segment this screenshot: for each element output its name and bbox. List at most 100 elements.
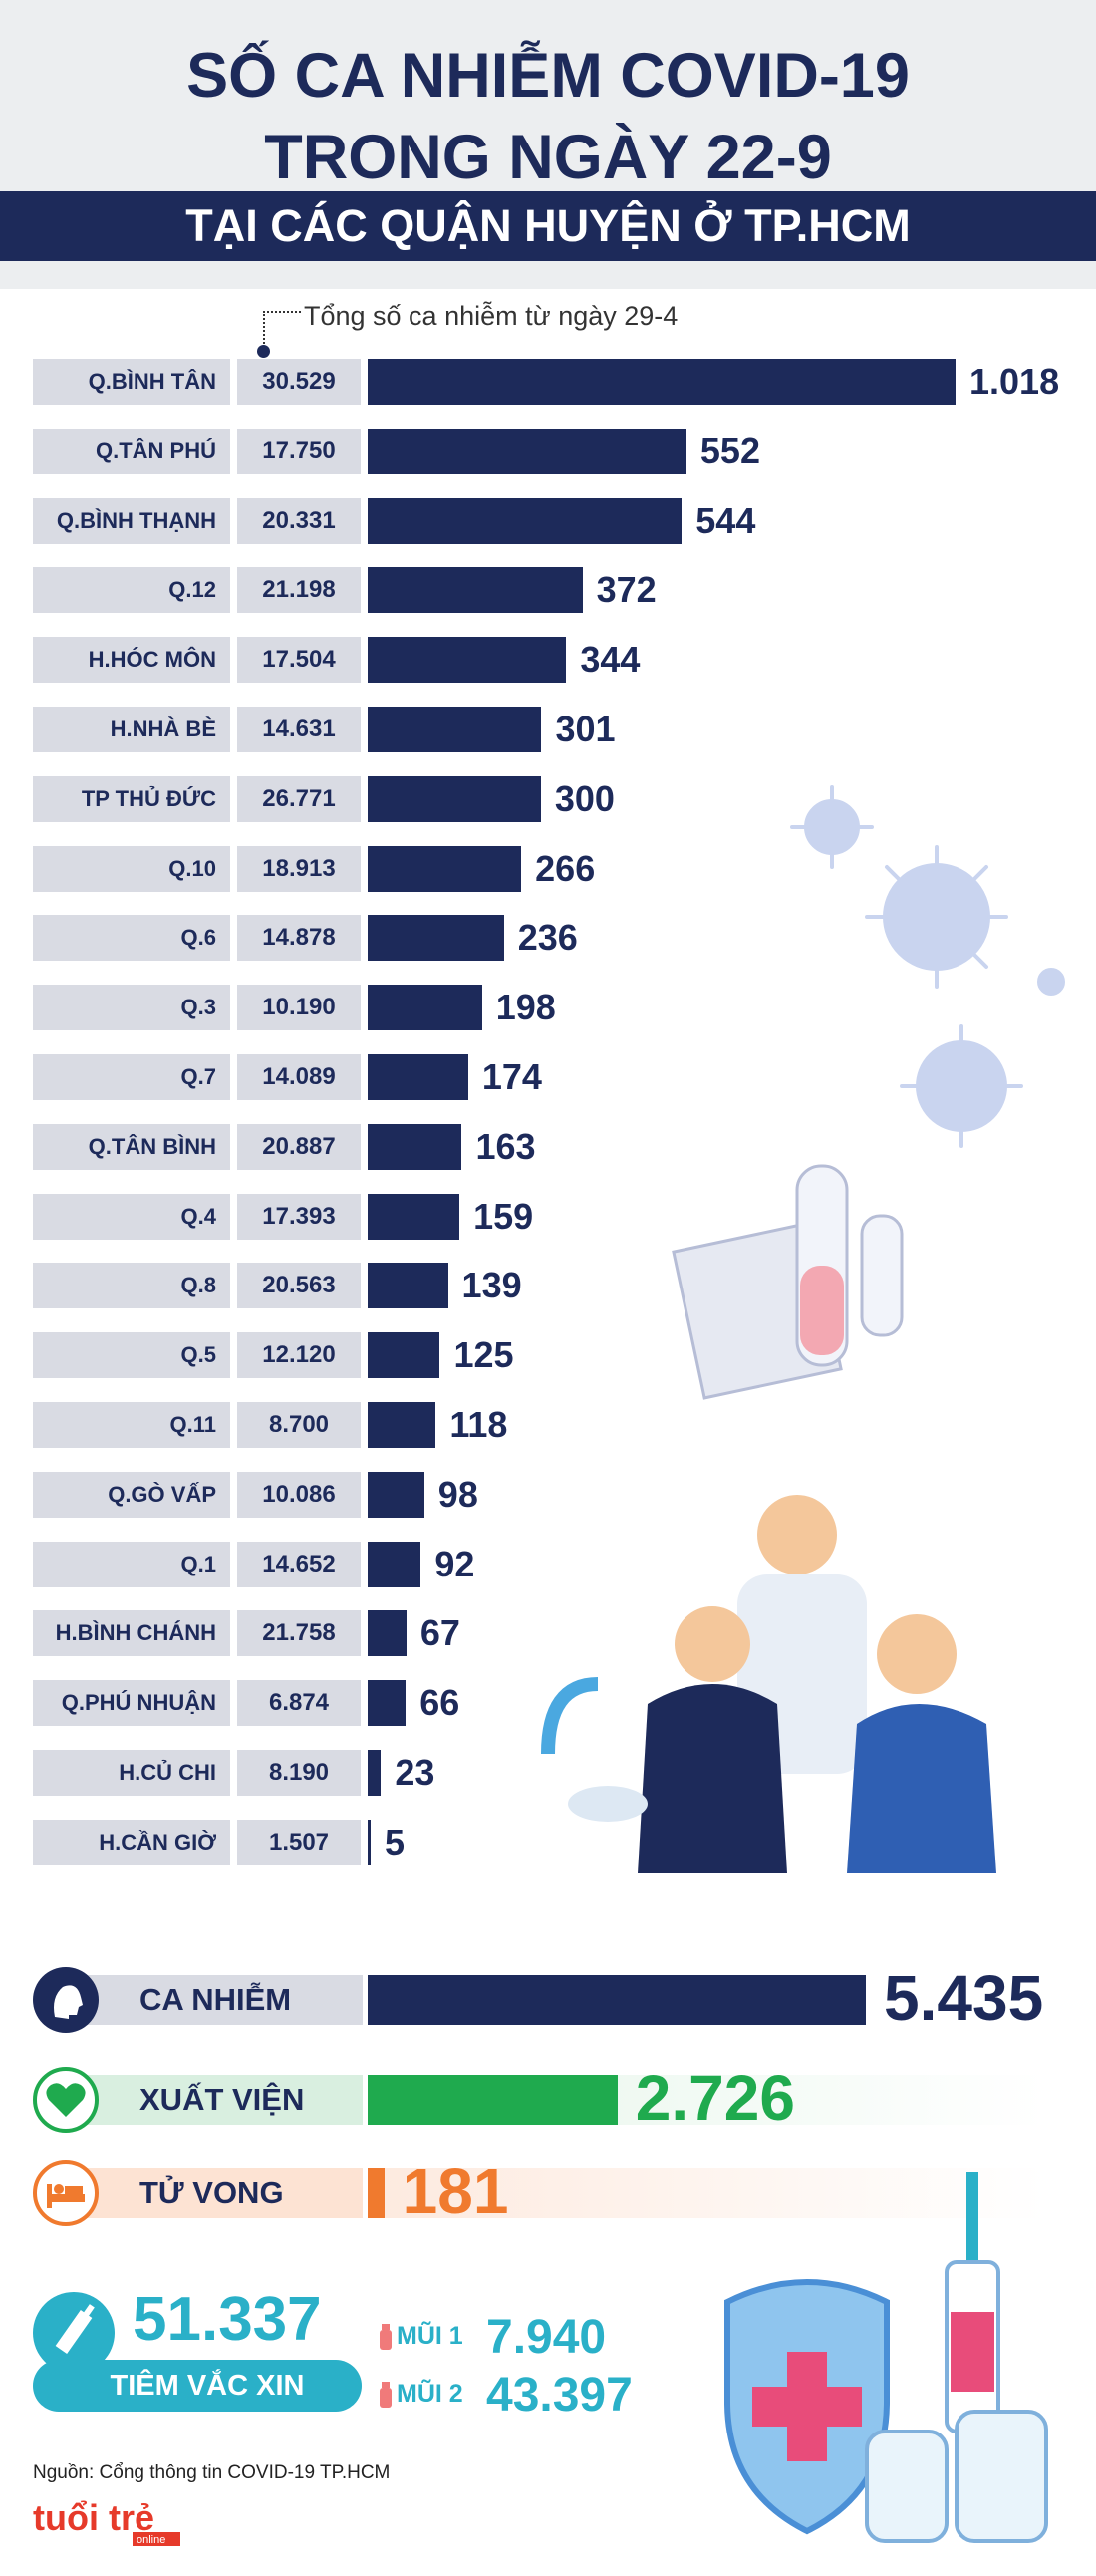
district-name: H.NHÀ BÈ (33, 707, 230, 752)
district-bar (368, 1541, 421, 1587)
district-name: H.BÌNH CHÁNH (33, 1610, 230, 1657)
district-row: Q.12 21.198 372 (0, 567, 1096, 614)
district-row: H.HÓC MÔN 17.504 344 (0, 637, 1096, 684)
district-bar (368, 1819, 371, 1865)
summary-deaths-row: TỬ VONG 181 (0, 2155, 1096, 2227)
district-value-label: 23 (395, 1752, 435, 1793)
district-total: 14.878 (237, 915, 361, 962)
summary-discharged-value: 2.726 (635, 2062, 795, 2134)
dose2-row: MŨI 2 43.397 (377, 2368, 676, 2424)
district-total: 17.393 (237, 1193, 361, 1240)
district-value-label: 125 (453, 1334, 514, 1376)
district-value-label: 301 (555, 709, 616, 749)
district-bar (368, 1263, 448, 1309)
district-value-label: 174 (481, 1056, 542, 1097)
district-row: H.CẦN GIỜ 1.507 5 (0, 1819, 1096, 1865)
district-name: Q.1 (33, 1541, 230, 1587)
district-row: Q.PHÚ NHUẬN 6.874 66 (0, 1680, 1096, 1727)
district-name: Q.8 (33, 1263, 230, 1309)
summary-infected-bar (368, 1975, 866, 2025)
district-bar (368, 1471, 424, 1518)
legend-leader-line (263, 311, 301, 351)
district-row: Q.3 10.190 198 (0, 985, 1096, 1031)
summary-infected-label: CA NHIỄM (84, 1975, 363, 2025)
district-bar (368, 1402, 436, 1448)
dose2-label: MŨI 2 (397, 2380, 463, 2408)
district-name: Q.3 (33, 985, 230, 1031)
summary-infected-value: 5.435 (884, 1962, 1044, 2034)
district-row: Q.4 17.393 159 (0, 1193, 1096, 1240)
district-bar (368, 1750, 382, 1796)
district-value-label: 372 (596, 569, 657, 611)
district-row: Q.5 12.120 125 (0, 1332, 1096, 1379)
district-name: Q.BÌNH TÂN (33, 359, 230, 405)
lab-test-illustration (672, 1164, 904, 1400)
district-name: Q.TÂN BÌNH (33, 1123, 230, 1170)
summary-discharged-label: XUẤT VIỆN (84, 2075, 363, 2125)
district-name: Q.5 (33, 1332, 230, 1379)
vial-icon (380, 2382, 392, 2408)
district-row: Q.BÌNH THẠNH 20.331 544 (0, 497, 1096, 544)
district-bar (368, 497, 683, 544)
svg-text:tuổi trẻ: tuổi trẻ (33, 2497, 154, 2538)
svg-text:online: online (137, 2534, 165, 2546)
district-name: Q.6 (33, 915, 230, 962)
district-row: Q.1 14.652 92 (0, 1541, 1096, 1587)
district-total: 14.652 (237, 1541, 361, 1587)
vaccination-total: 51.337 (133, 2285, 322, 2354)
district-bar (368, 359, 956, 405)
district-total: 6.874 (237, 1680, 361, 1727)
summary-deaths-bar (368, 2168, 385, 2218)
district-value-label: 1.018 (969, 361, 1060, 402)
district-row: H.CỦ CHI 8.190 23 (0, 1750, 1096, 1796)
head-icon (33, 1967, 99, 2033)
tuoi-tre-logo: tuổi trẻ online (33, 2494, 182, 2548)
district-total: 30.529 (237, 359, 361, 405)
district-row: Q.TÂN BÌNH 20.887 163 (0, 1123, 1096, 1170)
district-value-label: 198 (495, 987, 556, 1028)
district-bar (368, 845, 522, 892)
district-total: 18.913 (237, 845, 361, 892)
summary-discharged-bar (368, 2075, 618, 2125)
district-total: 1.507 (237, 1819, 361, 1865)
district-value-label: 159 (473, 1195, 534, 1237)
district-name: Q.TÂN PHÚ (33, 428, 230, 474)
district-name: Q.PHÚ NHUẬN (33, 1680, 230, 1727)
district-value-label: 139 (461, 1265, 522, 1306)
summary-discharged-row: XUẤT VIỆN 2.726 (0, 2062, 1096, 2134)
district-total: 21.198 (237, 567, 361, 614)
district-value-label: 266 (535, 847, 596, 889)
district-total: 8.700 (237, 1402, 361, 1448)
dose1-row: MŨI 1 7.940 (377, 2310, 676, 2366)
vaccination-label: TIÊM VẮC XIN (33, 2360, 362, 2412)
district-value-label: 544 (695, 499, 756, 541)
district-bar (368, 567, 583, 614)
vaccine-shield-illustration (724, 2172, 1048, 2543)
district-name: H.HÓC MÔN (33, 637, 230, 684)
district-name: Q.11 (33, 1402, 230, 1448)
district-bar (368, 1193, 460, 1240)
district-row: Q.BÌNH TÂN 30.529 1.018 (0, 359, 1096, 405)
district-value-label: 98 (437, 1473, 478, 1515)
district-total: 21.758 (237, 1610, 361, 1657)
district-bar (368, 1680, 407, 1727)
district-name: Q.7 (33, 1054, 230, 1100)
legend-total-label: Tổng số ca nhiễm từ ngày 29-4 (304, 301, 679, 331)
district-value-label: 300 (554, 777, 615, 819)
dose1-value: 7.940 (486, 2311, 607, 2364)
district-total: 26.771 (237, 775, 361, 822)
district-total: 12.120 (237, 1332, 361, 1379)
district-value-label: 66 (419, 1682, 460, 1724)
district-bar (368, 1123, 462, 1170)
district-total: 10.190 (237, 985, 361, 1031)
dose2-value: 43.397 (486, 2369, 633, 2422)
district-row: Q.TÂN PHÚ 17.750 552 (0, 428, 1096, 474)
syringe-icon (33, 2292, 115, 2374)
vaccination-box: TIÊM VẮC XIN 51.337 (33, 2285, 362, 2414)
district-name: Q.4 (33, 1193, 230, 1240)
district-total: 20.887 (237, 1123, 361, 1170)
summary-deaths-track (368, 2168, 1045, 2218)
district-value-label: 236 (517, 917, 578, 959)
district-row: Q.8 20.563 139 (0, 1263, 1096, 1309)
district-total: 20.331 (237, 497, 361, 544)
